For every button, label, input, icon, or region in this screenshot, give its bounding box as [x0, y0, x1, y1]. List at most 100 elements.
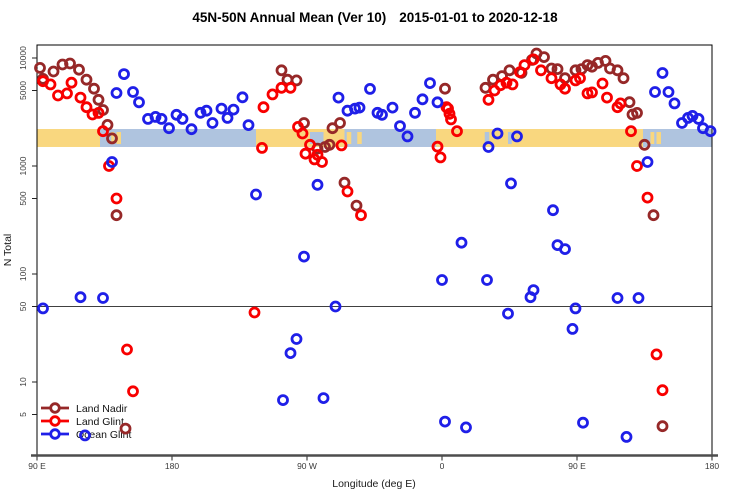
map-band-ocean: [100, 129, 256, 147]
data-point: [323, 138, 336, 151]
data-point: [656, 420, 669, 433]
data-point: [149, 111, 162, 123]
data-point: [551, 63, 564, 75]
y-tick-label: 100: [18, 267, 28, 281]
data-point: [620, 430, 633, 443]
data-point: [185, 123, 198, 136]
data-point: [296, 127, 309, 140]
y-axis-title: N Total: [2, 234, 14, 267]
map-patch-ocean: [508, 132, 512, 144]
data-point: [121, 343, 133, 356]
data-point: [266, 88, 279, 101]
data-point: [176, 113, 189, 125]
x-tick-label: 180: [165, 461, 179, 471]
data-point: [92, 107, 105, 119]
data-point: [559, 243, 571, 256]
data-point: [409, 106, 421, 119]
data-point: [692, 113, 705, 125]
map-patch-land: [650, 132, 655, 144]
x-tick-label: 90 E: [568, 461, 586, 471]
data-point: [106, 156, 118, 168]
data-point: [545, 72, 558, 85]
data-point: [527, 284, 540, 297]
series-ocean-glint: [37, 67, 717, 443]
data-point: [460, 421, 472, 434]
data-point: [133, 96, 145, 109]
chart-title-main: 45N-50N Annual Mean (Ver 10): [192, 10, 387, 25]
y-axis-ticks: 10000 5000 1000 500 100 50 10 5: [18, 46, 37, 417]
data-point: [52, 89, 64, 102]
data-point: [155, 113, 168, 125]
data-point: [37, 302, 49, 315]
data-point: [586, 86, 598, 99]
data-point: [502, 307, 514, 320]
data-point: [662, 86, 675, 98]
map-patch-land: [111, 132, 115, 144]
data-point: [596, 77, 609, 90]
data-point: [364, 83, 376, 95]
data-point: [442, 102, 454, 115]
data-point: [376, 108, 388, 121]
data-point: [535, 64, 547, 77]
legend-label: Land Nadir: [76, 403, 128, 415]
map-band-ocean: [344, 129, 436, 147]
data-point: [416, 93, 429, 106]
x-tick-label: 90 E: [28, 461, 46, 471]
data-point: [47, 65, 60, 78]
y-tick-label: 10: [18, 377, 28, 387]
data-point: [332, 91, 345, 104]
x-tick-label: 90 W: [297, 461, 317, 471]
legend-marker: [49, 428, 61, 440]
data-point: [439, 82, 451, 95]
data-point: [284, 81, 297, 94]
data-point: [34, 62, 46, 74]
data-point: [227, 103, 240, 116]
data-point: [80, 101, 93, 114]
data-point: [304, 138, 316, 151]
data-point: [206, 117, 219, 129]
data-point: [355, 209, 367, 222]
legend-marker: [49, 402, 61, 414]
y-tick-label: 5: [18, 412, 28, 417]
data-point: [631, 107, 643, 119]
map-patch-ocean: [310, 132, 324, 144]
data-point: [79, 429, 91, 442]
data-point: [74, 291, 87, 304]
y-tick-label: 5000: [18, 81, 28, 100]
series-land-glint: [37, 53, 669, 398]
data-point: [316, 156, 328, 168]
data-point: [215, 102, 228, 115]
y-tick-label: 1000: [18, 156, 28, 175]
data-point: [353, 101, 366, 114]
data-point: [569, 302, 582, 315]
data-point: [277, 394, 289, 407]
data-point: [455, 236, 468, 249]
chart-title-dates: 2015-01-01 to 2020-12-18: [399, 10, 558, 25]
data-point: [632, 292, 645, 304]
map-patch-land: [346, 132, 352, 144]
map-patch-land: [656, 132, 661, 144]
data-point: [110, 209, 123, 222]
data-point: [641, 191, 654, 204]
map-patch-land: [357, 132, 362, 144]
data-point: [439, 415, 451, 428]
data-point: [527, 53, 540, 66]
data-point: [334, 117, 346, 129]
map-band: [37, 129, 712, 147]
data-point: [574, 72, 586, 85]
data-point: [656, 67, 669, 79]
data-point: [559, 82, 571, 95]
data-point: [647, 209, 660, 222]
data-point: [617, 72, 630, 85]
data-point: [482, 141, 495, 153]
data-point: [500, 76, 513, 89]
data-point: [275, 64, 288, 77]
data-point: [451, 125, 463, 138]
data-point: [394, 120, 406, 132]
x-axis-ticks: 90 E 180 90 W 0 90 E 180: [28, 456, 719, 471]
map-band-land: [37, 129, 100, 147]
data-point: [350, 199, 363, 212]
data-point: [491, 127, 504, 140]
